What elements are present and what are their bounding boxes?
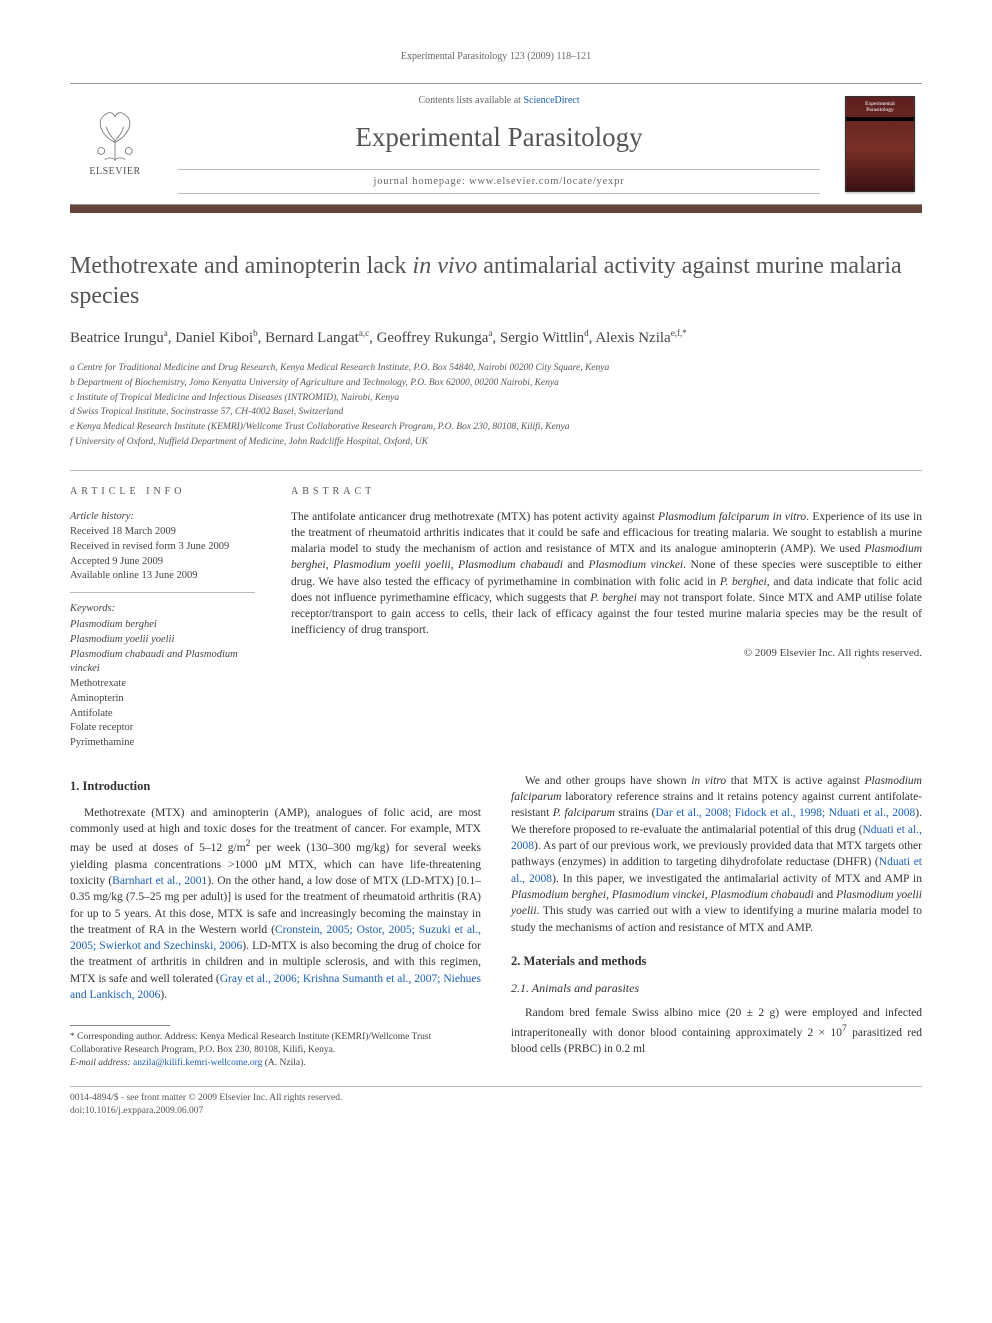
- keyword-item: Folate receptor: [70, 721, 255, 736]
- history-line: Received in revised form 3 June 2009: [70, 540, 255, 555]
- cover-bar: [846, 117, 914, 121]
- corresponding-author-footnote: * Corresponding author. Address: Kenya M…: [70, 1031, 481, 1069]
- corresponding-text: * Corresponding author. Address: Kenya M…: [70, 1031, 481, 1057]
- affiliation-item: e Kenya Medical Research Institute (KEMR…: [70, 421, 922, 435]
- keyword-item: Antifolate: [70, 707, 255, 722]
- affiliation-item: c Institute of Tropical Medicine and Inf…: [70, 392, 922, 406]
- history-line: Available online 13 June 2009: [70, 569, 255, 584]
- abstract-copyright: © 2009 Elsevier Inc. All rights reserved…: [291, 646, 922, 662]
- email-after: (A. Nzila).: [262, 1058, 305, 1068]
- contents-prefix: Contents lists available at: [418, 95, 523, 106]
- banner-bottom-bar: [70, 205, 922, 213]
- keyword-item: Plasmodium chabaudi and Plasmodium vinck…: [70, 648, 255, 677]
- keyword-item: Pyrimethamine: [70, 736, 255, 751]
- section-2-1-heading: 2.1. Animals and parasites: [511, 980, 922, 997]
- email-address[interactable]: anzila@kilifi.kemri-wellcome.org: [133, 1058, 262, 1068]
- journal-cover-thumbnail: Experimental Parasitology: [845, 96, 915, 192]
- keywords-list: Plasmodium bergheiPlasmodium yoelii yoel…: [70, 618, 255, 750]
- journal-name: Experimental Parasitology: [166, 118, 832, 157]
- banner-center: Contents lists available at ScienceDirec…: [160, 84, 838, 205]
- abstract-column: ABSTRACT The antifolate anticancer drug …: [291, 485, 922, 751]
- contents-available-line: Contents lists available at ScienceDirec…: [166, 94, 832, 109]
- article-title: Methotrexate and aminopterin lack in viv…: [70, 251, 922, 311]
- keyword-item: Plasmodium yoelii yoelii: [70, 633, 255, 648]
- elsevier-tree-icon: [89, 108, 141, 163]
- affiliation-item: b Department of Biochemistry, Jomo Kenya…: [70, 377, 922, 391]
- keywords-label: Keywords:: [70, 601, 255, 616]
- section-2-heading: 2. Materials and methods: [511, 952, 922, 970]
- authors-line: Beatrice Irungua, Daniel Kiboib, Bernard…: [70, 327, 922, 350]
- intro-paragraph-1: Methotrexate (MTX) and aminopterin (AMP)…: [70, 805, 481, 1004]
- footer-line-1: 0014-4894/$ - see front matter © 2009 El…: [70, 1092, 922, 1105]
- affiliation-item: f University of Oxford, Nuffield Departm…: [70, 436, 922, 450]
- cover-title-text: Experimental Parasitology: [846, 101, 914, 113]
- journal-cover-block: Experimental Parasitology: [838, 84, 922, 205]
- footer-line-2: doi:10.1016/j.exppara.2009.06.007: [70, 1105, 922, 1118]
- running-header: Experimental Parasitology 123 (2009) 118…: [70, 50, 922, 65]
- left-column: 1. Introduction Methotrexate (MTX) and a…: [70, 773, 481, 1070]
- section-1-heading: 1. Introduction: [70, 777, 481, 795]
- title-italic: in vivo: [413, 253, 478, 279]
- article-history-lines: Received 18 March 2009Received in revise…: [70, 525, 255, 593]
- affiliation-item: a Centre for Traditional Medicine and Dr…: [70, 362, 922, 376]
- methods-paragraph-1: Random bred female Swiss albino mice (20…: [511, 1005, 922, 1057]
- keyword-item: Aminopterin: [70, 692, 255, 707]
- article-info-heading: ARTICLE INFO: [70, 485, 255, 500]
- keyword-item: Methotrexate: [70, 677, 255, 692]
- publisher-name: ELSEVIER: [89, 165, 140, 180]
- journal-banner: ELSEVIER Contents lists available at Sci…: [70, 83, 922, 206]
- title-part-1: Methotrexate and aminopterin lack: [70, 253, 413, 279]
- article-history-label: Article history:: [70, 509, 255, 524]
- right-column: We and other groups have shown in vitro …: [511, 773, 922, 1070]
- publisher-logo-block: ELSEVIER: [70, 84, 160, 205]
- footnote-separator: [70, 1025, 170, 1026]
- abstract-heading: ABSTRACT: [291, 485, 922, 500]
- affiliation-item: d Swiss Tropical Institute, Socinstrasse…: [70, 406, 922, 420]
- intro-paragraph-2: We and other groups have shown in vitro …: [511, 773, 922, 936]
- page-footer: 0014-4894/$ - see front matter © 2009 El…: [70, 1086, 922, 1118]
- email-label: E-mail address:: [70, 1058, 131, 1068]
- body-columns: 1. Introduction Methotrexate (MTX) and a…: [70, 773, 922, 1070]
- email-line: E-mail address: anzila@kilifi.kemri-well…: [70, 1057, 481, 1070]
- journal-homepage[interactable]: journal homepage: www.elsevier.com/locat…: [178, 169, 820, 194]
- abstract-text: The antifolate anticancer drug methotrex…: [291, 509, 922, 638]
- affiliations-block: a Centre for Traditional Medicine and Dr…: [70, 362, 922, 450]
- history-line: Received 18 March 2009: [70, 525, 255, 540]
- page-container: Experimental Parasitology 123 (2009) 118…: [0, 0, 992, 1158]
- history-line: Accepted 9 June 2009: [70, 555, 255, 570]
- article-info-column: ARTICLE INFO Article history: Received 1…: [70, 485, 255, 751]
- sciencedirect-link[interactable]: ScienceDirect: [523, 95, 579, 106]
- keyword-item: Plasmodium berghei: [70, 618, 255, 633]
- meta-row: ARTICLE INFO Article history: Received 1…: [70, 470, 922, 751]
